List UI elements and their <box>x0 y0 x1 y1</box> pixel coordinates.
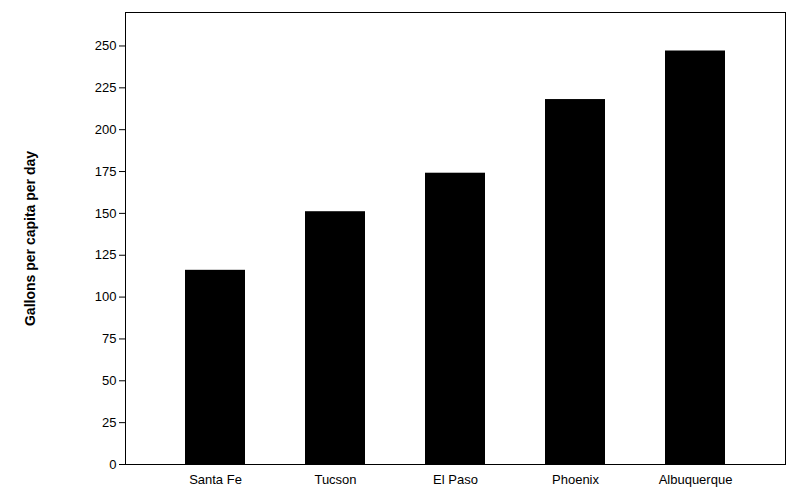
svg-text:Gallons per capita per day: Gallons per capita per day <box>22 151 38 326</box>
svg-text:125: 125 <box>95 247 117 262</box>
svg-text:50: 50 <box>102 373 116 388</box>
svg-text:0: 0 <box>109 457 116 472</box>
svg-text:250: 250 <box>95 38 117 53</box>
svg-text:Phoenix: Phoenix <box>552 472 599 487</box>
svg-text:75: 75 <box>102 331 116 346</box>
svg-text:200: 200 <box>95 122 117 137</box>
svg-text:150: 150 <box>95 206 117 221</box>
svg-text:Albuquerque: Albuquerque <box>659 472 733 487</box>
svg-text:100: 100 <box>95 289 117 304</box>
svg-text:175: 175 <box>95 164 117 179</box>
svg-text:225: 225 <box>95 80 117 95</box>
svg-text:Santa Fe: Santa Fe <box>189 472 242 487</box>
svg-text:El Paso: El Paso <box>433 472 478 487</box>
svg-text:25: 25 <box>102 415 116 430</box>
svg-text:Tucson: Tucson <box>314 472 356 487</box>
